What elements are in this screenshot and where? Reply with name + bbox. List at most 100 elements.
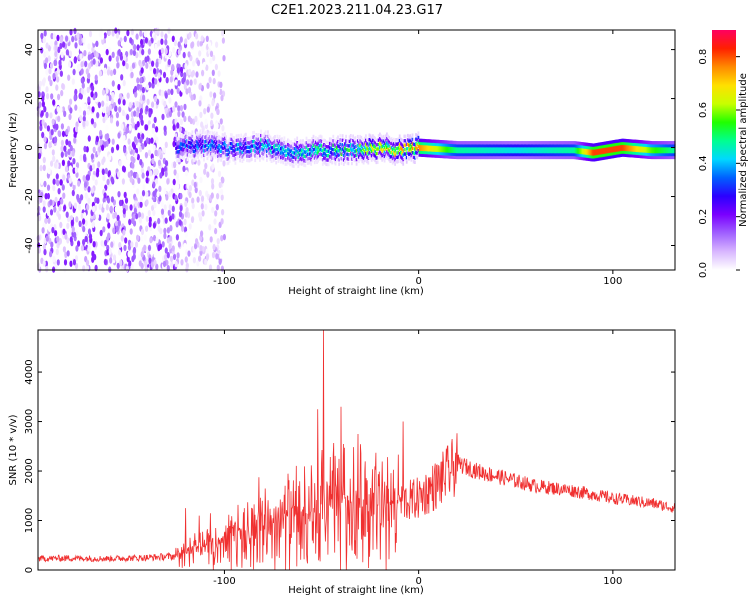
heatmap-ridge-cell bbox=[628, 139, 631, 143]
heatmap-ridge-cell bbox=[253, 130, 255, 135]
heatmap-ridge-cell bbox=[497, 146, 500, 151]
heatmap-y-axis-label: Frequency (Hz) bbox=[8, 112, 19, 188]
heatmap-y-tick-label: 0 bbox=[24, 144, 35, 150]
heatmap-cell bbox=[201, 69, 205, 77]
heatmap-cell bbox=[106, 197, 111, 204]
heatmap-cell bbox=[121, 109, 125, 117]
heatmap-ridge-cell bbox=[652, 146, 655, 151]
heatmap-cell bbox=[170, 69, 174, 76]
heatmap-ridge-cell bbox=[243, 155, 246, 159]
heatmap-ridge-cell bbox=[616, 148, 619, 152]
heatmap-ridge-cell bbox=[566, 144, 569, 148]
snr-y-tick-label: 3000 bbox=[24, 409, 35, 434]
heatmap-ridge-cell bbox=[634, 154, 636, 158]
heatmap-ridge-cell bbox=[339, 151, 342, 155]
heatmap-ridge-cell bbox=[603, 141, 606, 145]
heatmap-ridge-cell bbox=[662, 146, 664, 151]
heatmap-cell bbox=[146, 98, 150, 106]
heatmap-ridge-cell bbox=[215, 131, 218, 136]
heatmap-ridge-cell bbox=[231, 155, 233, 159]
heatmap-cell bbox=[74, 166, 78, 174]
heatmap-ridge-cell bbox=[633, 145, 635, 149]
heatmap-cell bbox=[92, 174, 96, 181]
heatmap-ridge-cell bbox=[592, 155, 594, 159]
heatmap-cell bbox=[167, 27, 171, 34]
heatmap-ridge-cell bbox=[490, 155, 493, 160]
heatmap-ridge-cell bbox=[589, 152, 592, 156]
heatmap-cell bbox=[118, 242, 122, 249]
heatmap-ridge-cell bbox=[438, 151, 441, 156]
heatmap-ridge-cell bbox=[227, 139, 230, 143]
heatmap-ridge-cell bbox=[405, 151, 408, 155]
heatmap-ridge-cell bbox=[218, 148, 220, 152]
heatmap-ridge-cell bbox=[217, 141, 219, 145]
heatmap-cell bbox=[126, 113, 130, 121]
heatmap-ridge-cell bbox=[229, 155, 232, 159]
heatmap-ridge-cell bbox=[538, 155, 541, 160]
heatmap-cell bbox=[150, 137, 154, 144]
heatmap-cell bbox=[119, 259, 123, 267]
heatmap-ridge-cell bbox=[193, 141, 196, 145]
heatmap-ridge-cell bbox=[360, 149, 363, 153]
heatmap-cell bbox=[139, 84, 143, 91]
heatmap-ridge-cell bbox=[211, 152, 213, 157]
heatmap-cell bbox=[40, 47, 44, 54]
heatmap-ridge-cell bbox=[320, 157, 323, 161]
heatmap-ridge-cell bbox=[441, 146, 444, 150]
heatmap-ridge-cell bbox=[480, 141, 483, 145]
heatmap-ridge-cell bbox=[530, 144, 533, 148]
heatmap-ridge-cell bbox=[289, 154, 292, 158]
heatmap-ridge-cell bbox=[620, 141, 622, 146]
heatmap-ridge-cell bbox=[610, 146, 613, 150]
heatmap-ridge-cell bbox=[337, 148, 339, 153]
heatmap-ridge-cell bbox=[372, 134, 374, 138]
heatmap-ridge-cell bbox=[395, 138, 398, 142]
heatmap-cell bbox=[194, 242, 198, 250]
heatmap-ridge-cell bbox=[351, 144, 353, 148]
heatmap-ridge-cell bbox=[287, 151, 289, 156]
heatmap-ridge-cell bbox=[549, 152, 551, 157]
heatmap-cell bbox=[69, 260, 73, 267]
heatmap-ridge-cell bbox=[296, 136, 299, 140]
heatmap-cell bbox=[153, 201, 157, 209]
heatmap-ridge-cell bbox=[516, 149, 519, 154]
heatmap-ridge-cell bbox=[284, 144, 287, 149]
heatmap-ridge-cell bbox=[404, 147, 407, 152]
heatmap-ridge-cell bbox=[534, 152, 536, 157]
heatmap-ridge-cell bbox=[544, 146, 547, 151]
heatmap-cell bbox=[218, 258, 222, 265]
heatmap-ridge-cell bbox=[264, 139, 267, 143]
heatmap-cell bbox=[181, 77, 185, 85]
heatmap-ridge-cell bbox=[281, 150, 283, 154]
heatmap-ridge-cell bbox=[434, 145, 437, 149]
heatmap-cell bbox=[117, 98, 121, 105]
heatmap-ridge-cell bbox=[398, 147, 401, 152]
heatmap-ridge-cell bbox=[306, 161, 309, 165]
heatmap-ridge-cell bbox=[346, 161, 349, 165]
heatmap-ridge-cell bbox=[546, 146, 549, 151]
heatmap-ridge-cell bbox=[513, 146, 515, 151]
heatmap-ridge-cell bbox=[285, 162, 288, 166]
heatmap-ridge-cell bbox=[488, 149, 491, 154]
heatmap-ridge-cell bbox=[549, 144, 551, 148]
heatmap-cell bbox=[55, 84, 59, 91]
heatmap-ridge-cell bbox=[538, 141, 541, 145]
heatmap-cell bbox=[64, 165, 69, 173]
heatmap-ridge-cell bbox=[326, 140, 329, 145]
heatmap-ridge-cell bbox=[602, 141, 605, 146]
heatmap-ridge-cell bbox=[586, 157, 589, 161]
heatmap-ridge-cell bbox=[464, 146, 466, 151]
heatmap-ridge-cell bbox=[275, 156, 278, 160]
heatmap-cell bbox=[141, 190, 146, 197]
heatmap-ridge-cell bbox=[438, 145, 441, 150]
heatmap-ridge-cell bbox=[344, 151, 346, 155]
heatmap-ridge-cell bbox=[354, 158, 357, 162]
heatmap-ridge-cell bbox=[561, 144, 564, 148]
heatmap-ridge-cell bbox=[659, 144, 662, 148]
heatmap-cell bbox=[198, 189, 202, 197]
heatmap-ridge-cell bbox=[451, 140, 453, 145]
heatmap-ridge-cell bbox=[310, 162, 313, 166]
heatmap-ridge-cell bbox=[222, 151, 225, 155]
heatmap-ridge-cell bbox=[318, 148, 321, 152]
heatmap-ridge-cell bbox=[199, 142, 202, 146]
